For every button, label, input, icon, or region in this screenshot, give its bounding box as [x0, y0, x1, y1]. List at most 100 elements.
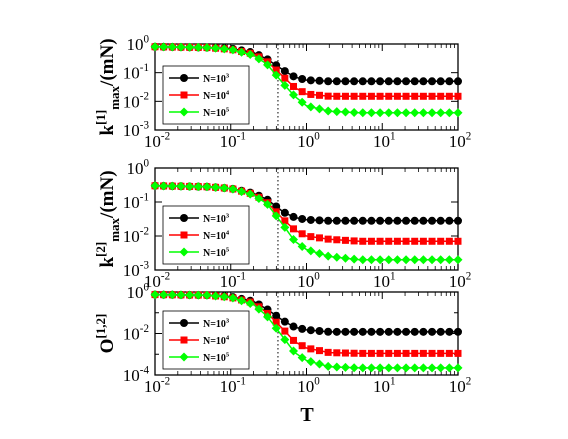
legend-marker: [180, 231, 188, 239]
data-point: [453, 255, 463, 265]
data-point: [418, 255, 428, 265]
data-point: [384, 216, 393, 225]
data-point: [185, 290, 195, 300]
legend-marker: [180, 336, 188, 344]
data-point: [349, 363, 359, 373]
data-point: [289, 322, 298, 331]
data-point: [410, 363, 420, 373]
data-point: [410, 216, 419, 225]
data-point: [306, 215, 315, 224]
data-point: [419, 349, 427, 357]
x-tick-label: 100: [297, 130, 320, 151]
data-point: [202, 43, 212, 53]
data-point: [314, 359, 324, 369]
data-point: [427, 363, 437, 373]
x-tick-label: 102: [449, 375, 472, 396]
data-point: [324, 77, 333, 86]
data-point: [444, 363, 454, 373]
data-point: [307, 345, 315, 353]
data-point: [306, 102, 316, 112]
data-point: [150, 290, 160, 300]
data-point: [333, 349, 341, 357]
series-3: [150, 181, 463, 265]
data-point: [366, 255, 376, 265]
data-point: [454, 77, 462, 86]
data-point: [228, 293, 238, 303]
data-point: [375, 363, 385, 373]
data-point: [445, 216, 454, 225]
data-point: [410, 255, 420, 265]
data-point: [332, 107, 342, 117]
data-point: [419, 92, 427, 100]
data-point: [290, 225, 298, 233]
data-point: [202, 290, 212, 300]
data-point: [193, 182, 203, 192]
data-point: [340, 362, 350, 372]
data-point: [289, 72, 298, 81]
data-point: [419, 77, 428, 86]
data-point: [392, 255, 402, 265]
x-tick-label: 10-1: [220, 375, 246, 396]
data-point: [315, 234, 323, 242]
data-point: [307, 233, 315, 241]
data-point: [272, 311, 281, 320]
data-point: [358, 77, 367, 86]
data-point: [219, 292, 229, 302]
data-point: [315, 216, 324, 225]
data-point: [350, 92, 358, 100]
data-point: [271, 70, 281, 80]
data-point: [281, 217, 289, 225]
x-tick-label: 10-2: [144, 375, 170, 396]
data-point: [454, 237, 462, 245]
data-point: [350, 349, 358, 357]
legend-marker: [179, 107, 189, 117]
data-point: [254, 193, 264, 203]
data-point: [263, 312, 273, 322]
data-point: [375, 108, 385, 118]
data-point: [427, 108, 437, 118]
legend-label: N=104: [203, 90, 230, 103]
data-point: [237, 47, 247, 57]
data-point: [167, 290, 177, 300]
legend-label: N=105: [203, 247, 230, 260]
data-point: [315, 91, 323, 99]
data-point: [393, 77, 402, 86]
data-point: [332, 252, 342, 262]
data-point: [298, 324, 307, 333]
data-point: [402, 216, 411, 225]
data-point: [376, 92, 384, 100]
data-point: [384, 77, 393, 86]
data-point: [159, 290, 169, 300]
y-tick-label: 100: [126, 33, 149, 54]
data-point: [341, 327, 350, 336]
data-point: [453, 363, 463, 373]
data-point: [437, 92, 445, 100]
x-axis-label: T: [300, 404, 314, 426]
data-point: [323, 361, 333, 371]
data-point: [419, 216, 428, 225]
data-point: [419, 327, 428, 336]
data-point: [315, 326, 324, 335]
data-point: [358, 216, 367, 225]
data-point: [176, 181, 186, 191]
data-point: [436, 77, 445, 86]
data-point: [445, 92, 453, 100]
data-point: [411, 349, 419, 357]
data-point: [193, 290, 203, 300]
data-point: [445, 327, 454, 336]
data-point: [401, 363, 411, 373]
data-point: [385, 92, 393, 100]
legend-marker: [179, 352, 189, 362]
data-point: [367, 327, 376, 336]
data-point: [315, 347, 323, 355]
data-point: [393, 92, 401, 100]
data-point: [454, 216, 462, 225]
data-point: [402, 92, 410, 100]
data-point: [237, 296, 247, 306]
data-point: [324, 327, 333, 336]
data-point: [298, 75, 307, 84]
data-point: [185, 181, 195, 191]
data-point: [254, 54, 264, 64]
data-point: [437, 237, 445, 245]
